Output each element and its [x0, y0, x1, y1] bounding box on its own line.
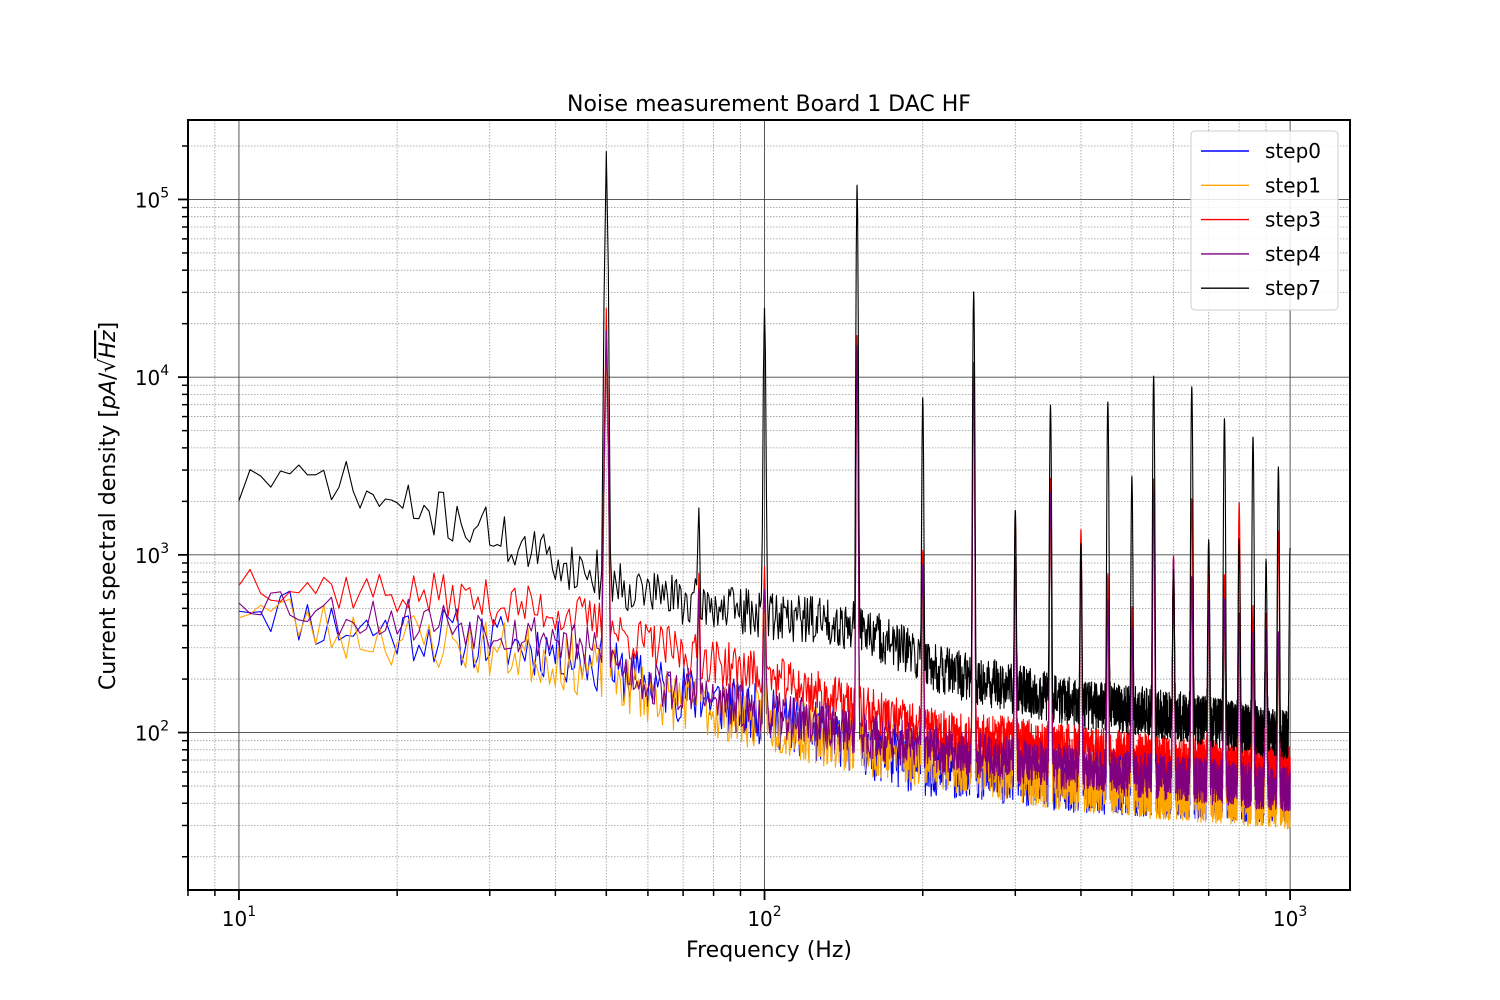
y-tick-label: 105	[135, 185, 169, 212]
legend-label-step3: step3	[1265, 208, 1321, 232]
x-tick-base: 10	[747, 907, 772, 931]
series-line-step4	[238, 330, 1291, 812]
y-label-unit-slash: /	[96, 372, 121, 380]
x-tick-label: 101	[222, 904, 256, 931]
svg-text:Current spectral density [pA/√: Current spectral density [pA/√Hz]	[96, 322, 121, 690]
y-tick-exponent: 2	[160, 719, 169, 735]
legend-label-step7: step7	[1265, 276, 1321, 300]
y-tick-exponent: 5	[160, 185, 169, 201]
y-label-unit-base: pA	[96, 380, 121, 410]
series-line-step7	[238, 151, 1291, 761]
y-axis-label: Current spectral density [pA/√Hz]	[96, 322, 121, 690]
series-line-step3	[238, 307, 1291, 792]
legend-box	[1190, 130, 1339, 311]
x-tick-exponent: 1	[247, 904, 256, 920]
y-tick-base: 10	[135, 544, 160, 568]
x-tick-exponent: 3	[1298, 904, 1307, 920]
x-axis-ticks: 101 102 103	[187, 890, 1307, 931]
plot-frame	[187, 119, 1351, 891]
x-tick-label: 102	[747, 904, 781, 931]
y-tick-label: 103	[135, 541, 169, 568]
legend: step0 step1 step3 step4 step7	[1190, 130, 1339, 311]
x-tick-base: 10	[222, 907, 247, 931]
y-label-suffix: ]	[96, 322, 121, 331]
legend-label-step1: step1	[1265, 173, 1321, 197]
y-tick-label: 102	[135, 719, 169, 746]
y-label-root-sign: √	[96, 358, 121, 373]
y-label-unit-hz: Hz	[96, 330, 121, 359]
series-layer	[238, 151, 1291, 830]
y-tick-base: 10	[135, 722, 160, 746]
y-tick-label: 104	[135, 363, 169, 390]
y-tick-exponent: 3	[160, 541, 169, 557]
y-tick-base: 10	[135, 188, 160, 212]
x-tick-base: 10	[1273, 907, 1298, 931]
x-tick-exponent: 2	[773, 904, 782, 920]
x-tick-label: 103	[1273, 904, 1307, 931]
legend-label-step4: step4	[1265, 242, 1321, 266]
y-tick-exponent: 4	[160, 363, 169, 379]
y-label-prefix: Current spectral density [	[96, 409, 121, 690]
y-tick-base: 10	[135, 366, 160, 390]
x-axis-label: Frequency (Hz)	[686, 938, 852, 963]
legend-label-step0: step0	[1265, 139, 1321, 163]
chart-title: Noise measurement Board 1 DAC HF	[567, 92, 971, 117]
